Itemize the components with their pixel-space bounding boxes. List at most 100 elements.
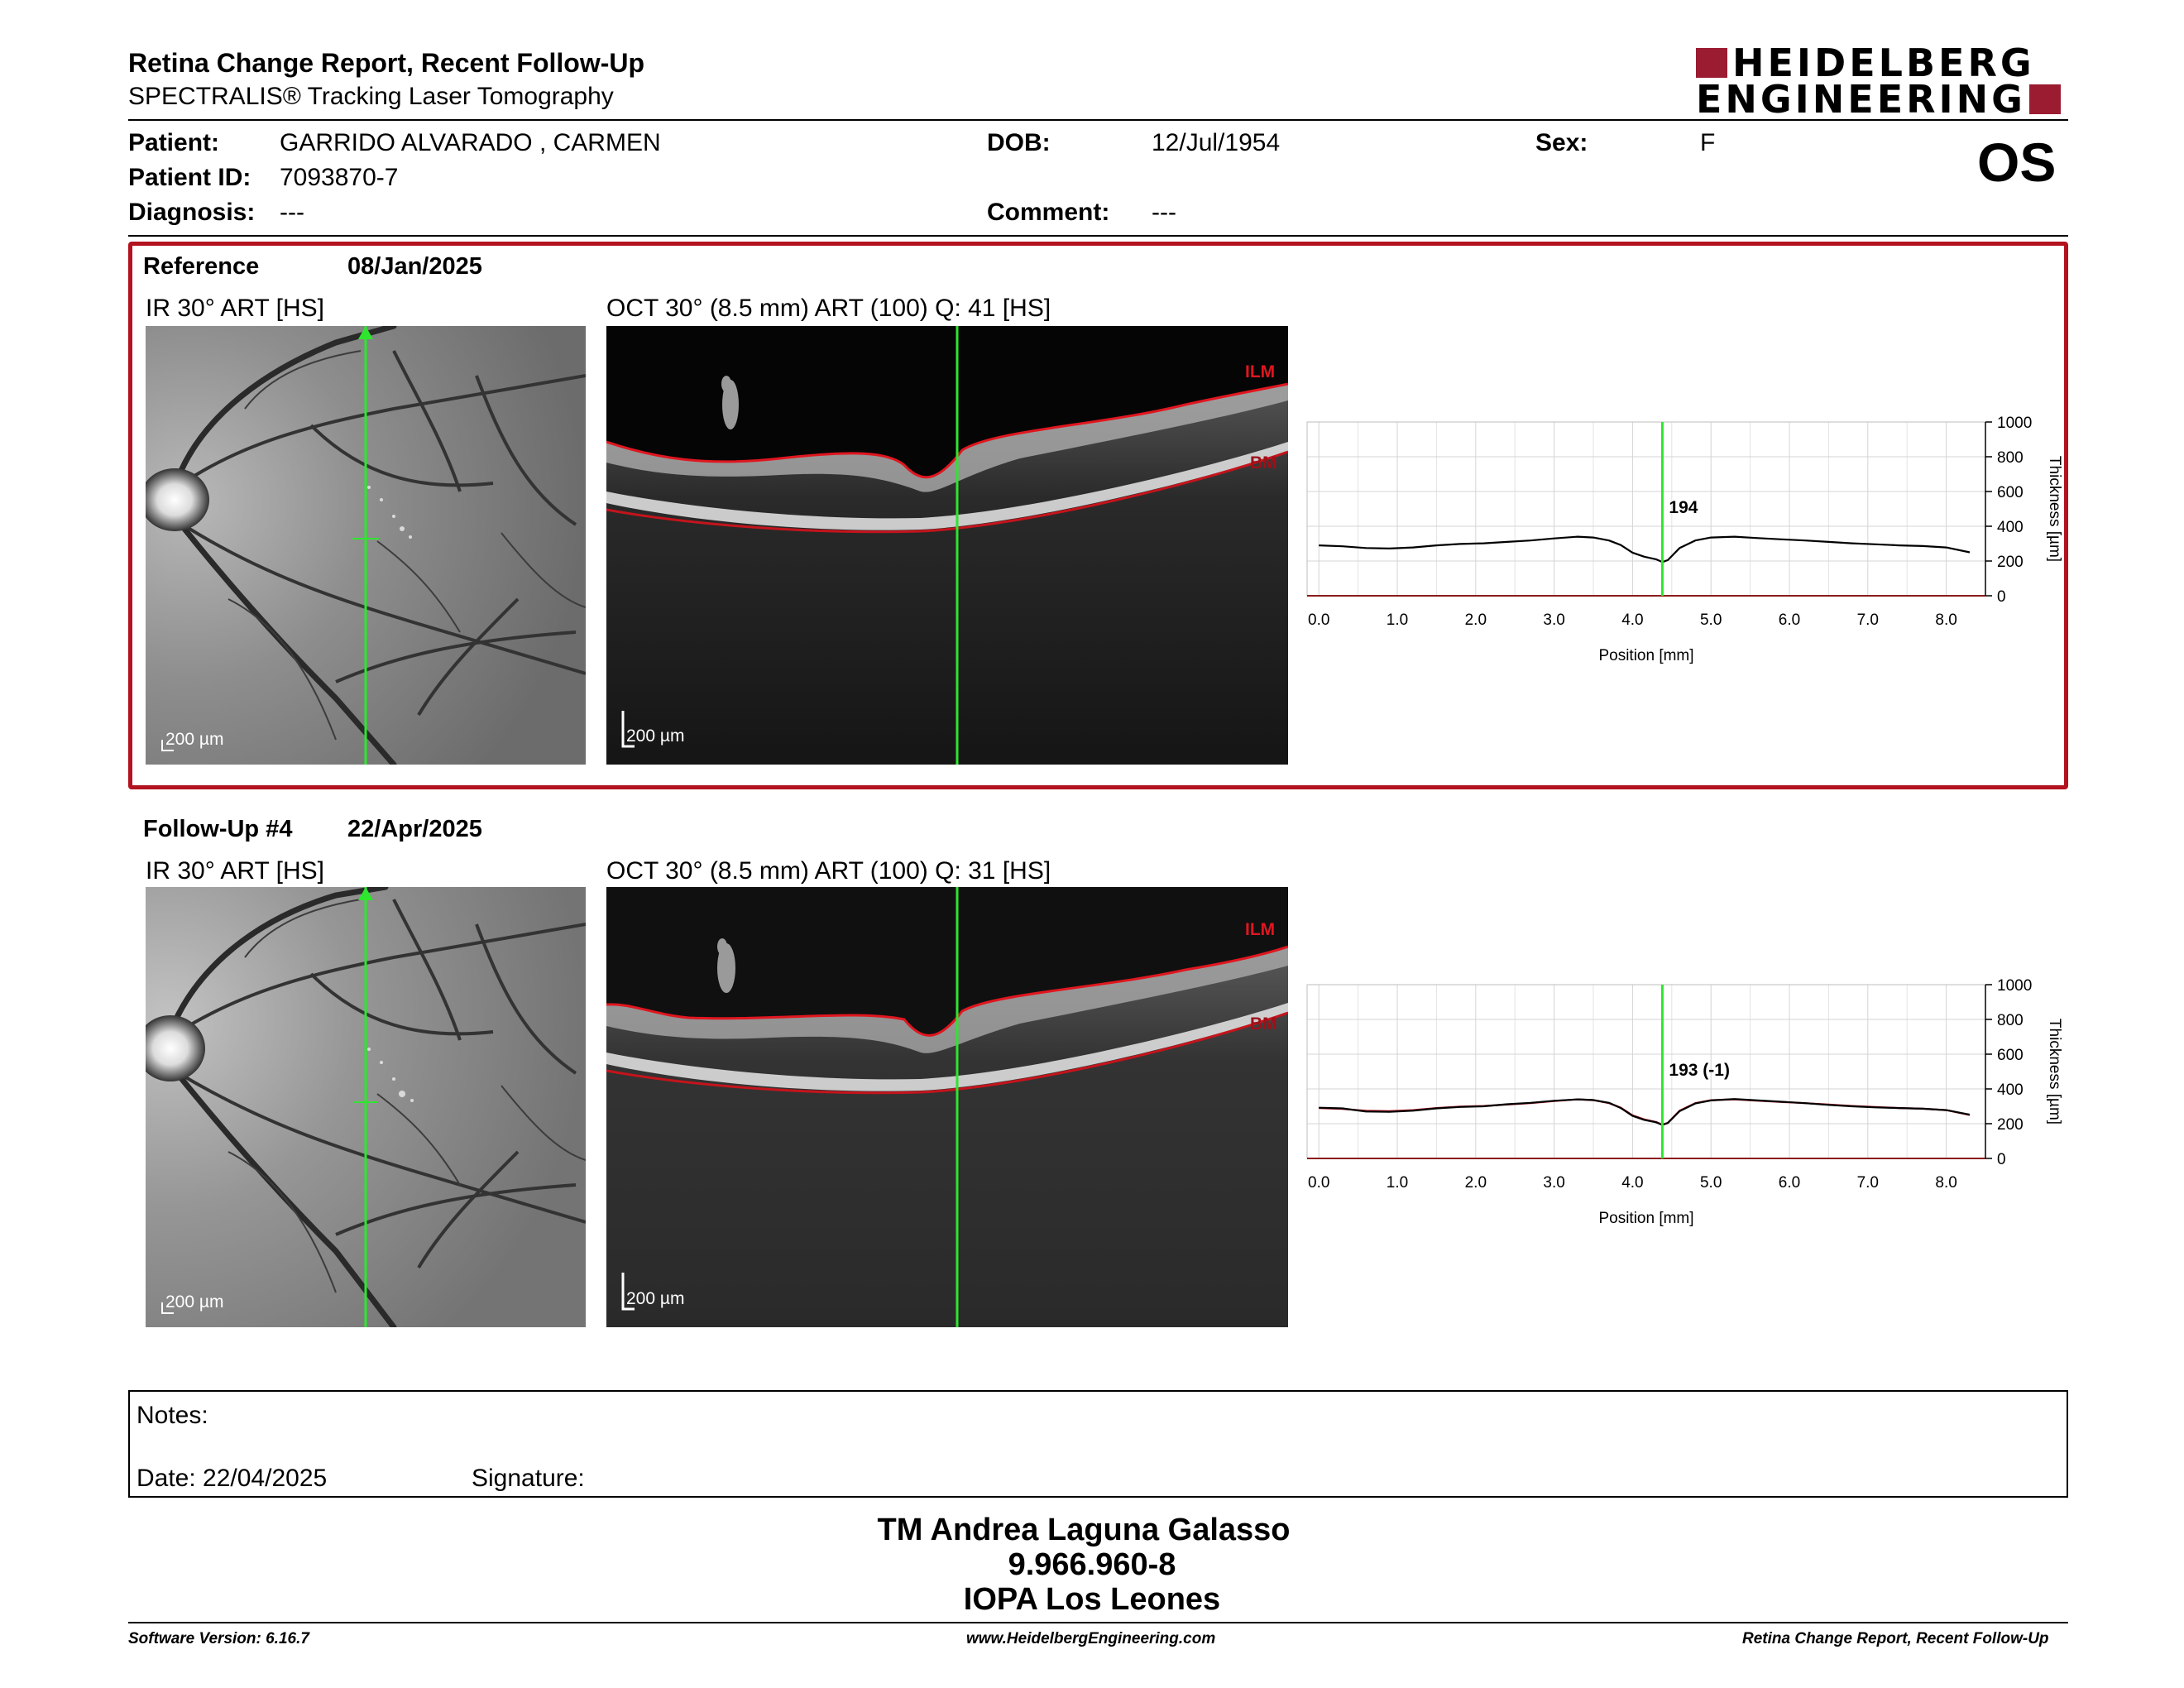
x-tick-label: 5.0 (1700, 611, 1722, 629)
comment-label: Comment: (987, 199, 1110, 226)
x-tick-label: 2.0 (1465, 1174, 1487, 1192)
y-tick-label: 1000 (1997, 977, 2032, 995)
y-tick-label: 400 (1997, 1081, 2024, 1099)
x-tick-label: 3.0 (1543, 611, 1564, 629)
report-title: Retina Change Report, Recent Follow-Up (128, 48, 645, 78)
x-tick-label: 6.0 (1779, 611, 1800, 629)
followup-oct-bscan-image[interactable]: ILM BM 200 µm (606, 887, 1288, 1327)
dob-label: DOB: (987, 129, 1051, 156)
y-tick-label: 600 (1997, 484, 2024, 501)
x-tick-label: 8.0 (1935, 1174, 1956, 1192)
x-tick-label: 5.0 (1700, 1174, 1722, 1192)
y-tick-label: 800 (1997, 1012, 2024, 1029)
followup-ir-fundus-image[interactable]: 200 µm (146, 887, 586, 1327)
reference-oct-title: OCT 30° (8.5 mm) ART (100) Q: 41 [HS] (606, 295, 1051, 322)
reference-frame (128, 242, 2068, 789)
reference-date: 08/Jan/2025 (347, 253, 482, 280)
diagnosis-value: --- (280, 199, 304, 226)
signer-name: TM Andrea Laguna Galasso (877, 1513, 1291, 1547)
y-tick-label: 200 (1997, 554, 2024, 571)
series-line (1319, 535, 1971, 563)
followup-oct-scale-label: 200 µm (626, 1289, 685, 1308)
fundus-graphic (146, 887, 586, 1327)
x-tick-label: 6.0 (1779, 1174, 1800, 1192)
notes-date: Date: 22/04/2025 (136, 1465, 328, 1492)
x-tick-label: 4.0 (1621, 1174, 1643, 1192)
series-line (1319, 1098, 1971, 1126)
patient-name: GARRIDO ALVARADO , CARMEN (280, 129, 661, 156)
logo-line-1: HEIDELBERG (1696, 44, 2072, 82)
dob-value: 12/Jul/1954 (1152, 129, 1281, 156)
followup-date: 22/Apr/2025 (347, 816, 482, 842)
patient-divider (128, 235, 2068, 237)
y-tick-label: 800 (1997, 449, 2024, 467)
footer-report-name: Retina Change Report, Recent Follow-Up (1742, 1630, 2049, 1647)
plot-area (1306, 421, 1986, 597)
reference-ir-fundus-image[interactable]: 200 µm (146, 326, 586, 765)
x-tick-label: 7.0 (1857, 611, 1879, 629)
footer-divider (128, 1622, 2068, 1623)
notes-box[interactable]: Notes: Date: 22/04/2025 Signature: (128, 1390, 2068, 1498)
fundus-graphic (146, 326, 586, 765)
x-tick-label: 3.0 (1543, 1174, 1564, 1192)
y-tick-label: 400 (1997, 519, 2024, 536)
y-tick-label: 200 (1997, 1116, 2024, 1134)
x-tick-label: 1.0 (1387, 611, 1408, 629)
sex-label: Sex: (1535, 129, 1588, 156)
report-subtitle: SPECTRALIS® Tracking Laser Tomography (128, 83, 614, 110)
followup-label: Follow-Up #4 (143, 816, 293, 842)
oct-graphic (606, 326, 1288, 765)
website-link[interactable]: www.HeidelbergEngineering.com (966, 1630, 1216, 1647)
eye-indicator: OS (1977, 132, 2057, 193)
reference-oct-bscan-image[interactable]: ILM BM 200 µm (606, 326, 1288, 765)
notes-label: Notes: (136, 1402, 208, 1429)
logo-square-icon (2028, 84, 2061, 114)
logo-line-2: ENGINEERING (1696, 80, 2072, 118)
patient-label: Patient: (128, 129, 220, 156)
y-tick-label: 600 (1997, 1047, 2024, 1064)
followup-ilm-label: ILM (1245, 920, 1276, 939)
y-tick-label: 1000 (1997, 415, 2032, 432)
signer-org: IOPA Los Leones (963, 1582, 1221, 1617)
plot-area (1306, 984, 1986, 1159)
y-tick-label: 0 (1997, 1151, 2006, 1168)
followup-oct-title: OCT 30° (8.5 mm) ART (100) Q: 31 [HS] (606, 857, 1051, 885)
reference-oct-scale-label: 200 µm (626, 727, 685, 746)
x-axis-label: Position [mm] (1598, 1210, 1693, 1227)
comment-value: --- (1152, 199, 1176, 226)
header-divider (128, 119, 2068, 121)
reference-thickness-chart: 0.0 1.0 2.0 3.0 4.0 5.0 6.0 7.0 8.0 0 200 400 600 800… (1306, 415, 2063, 664)
x-tick-label: 2.0 (1465, 611, 1487, 629)
reference-ir-title: IR 30° ART [HS] (146, 295, 324, 322)
diagnosis-label: Diagnosis: (128, 199, 256, 226)
y-axis-label: Thickness [µm] (2046, 1019, 2063, 1125)
reference-bm-label: BM (1250, 453, 1277, 472)
x-tick-label: 8.0 (1935, 611, 1956, 629)
y-tick-label: 0 (1997, 588, 2006, 606)
oct-graphic (606, 887, 1288, 1327)
x-tick-label: 0.0 (1308, 1174, 1329, 1192)
signer-id: 9.966.960-8 (1008, 1547, 1176, 1582)
x-axis-label: Position [mm] (1598, 647, 1693, 664)
reference-ilm-label: ILM (1245, 362, 1276, 381)
followup-bm-label: BM (1250, 1014, 1277, 1033)
reference-label: Reference (143, 253, 260, 280)
marker-value-label: 194 (1669, 498, 1698, 517)
signature-label: Signature: (472, 1465, 585, 1492)
followup-ir-scale-label: 200 µm (165, 1292, 224, 1312)
x-tick-label: 0.0 (1308, 611, 1329, 629)
marker-value-label: 193 (-1) (1669, 1061, 1730, 1080)
followup-thickness-chart: 0.0 1.0 2.0 3.0 4.0 5.0 6.0 7.0 8.0 0 200 400 600 800… (1306, 977, 2063, 1227)
reference-ir-scale-label: 200 µm (165, 730, 224, 749)
series-line (1319, 1098, 1971, 1126)
x-tick-label: 1.0 (1387, 1174, 1408, 1192)
patient-id-label: Patient ID: (128, 164, 251, 191)
sex-value: F (1700, 129, 1716, 156)
x-tick-label: 4.0 (1621, 611, 1643, 629)
followup-ir-title: IR 30° ART [HS] (146, 857, 324, 885)
logo-square-icon (1696, 48, 1727, 78)
x-tick-label: 7.0 (1857, 1174, 1879, 1192)
software-version: Software Version: 6.16.7 (128, 1630, 309, 1647)
y-axis-label: Thickness [µm] (2046, 456, 2063, 562)
patient-id-value: 7093870-7 (280, 164, 399, 191)
